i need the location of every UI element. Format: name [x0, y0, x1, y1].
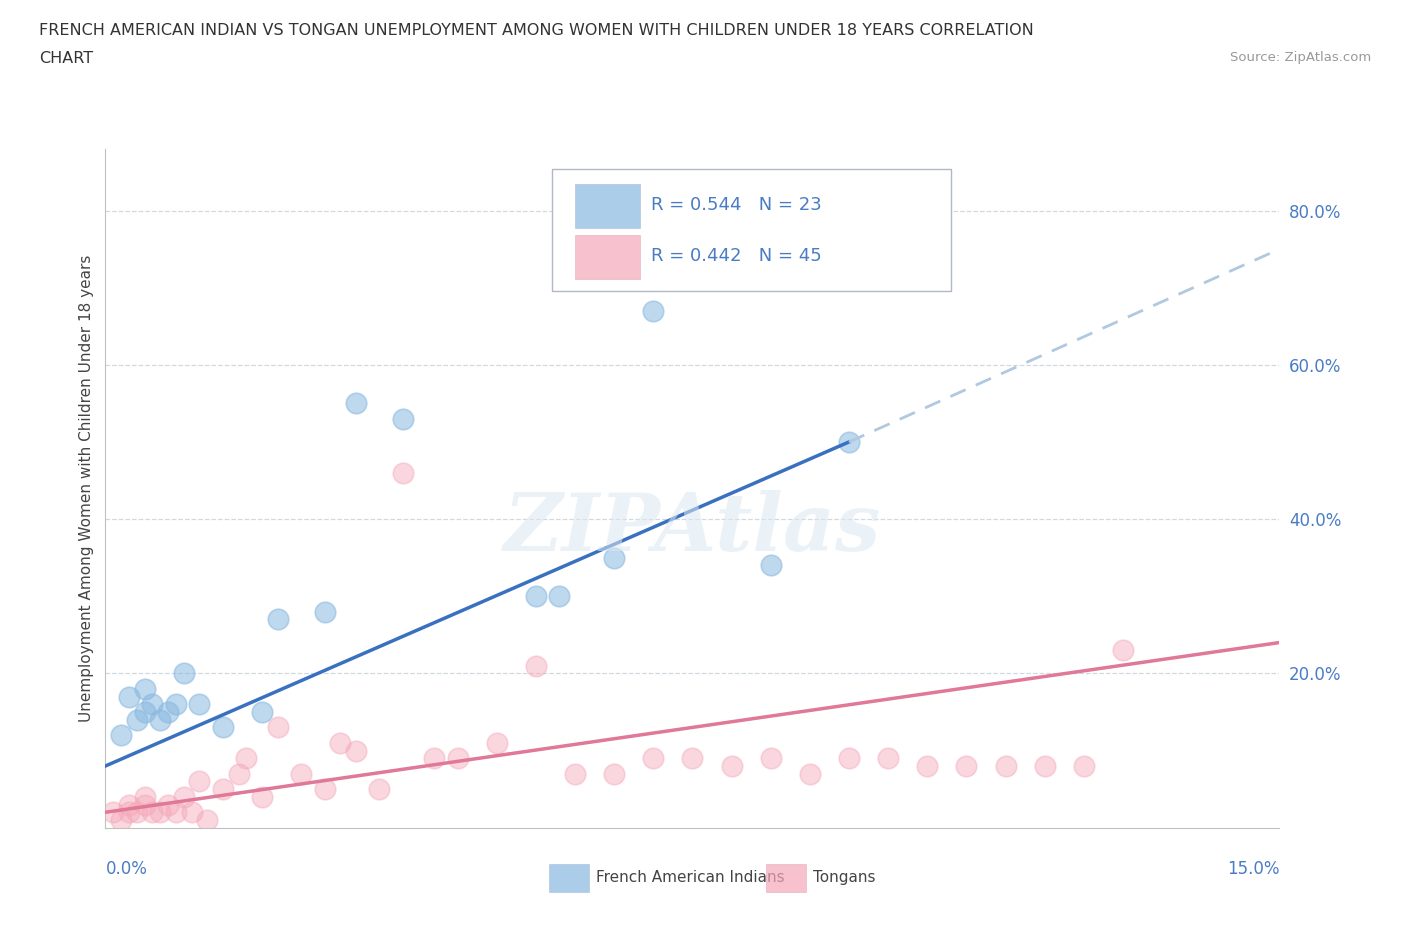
Point	[180, 804, 202, 819]
Point	[799, 766, 821, 781]
Point	[564, 766, 586, 781]
Y-axis label: Unemployment Among Women with Children Under 18 years: Unemployment Among Women with Children U…	[79, 255, 94, 722]
Point	[266, 720, 288, 735]
Point	[548, 589, 571, 604]
Point	[643, 303, 665, 318]
FancyBboxPatch shape	[575, 184, 640, 228]
Point	[344, 396, 367, 411]
Point	[118, 804, 141, 819]
Point	[681, 751, 703, 765]
Point	[266, 612, 288, 627]
Point	[446, 751, 468, 765]
Point	[994, 759, 1017, 774]
Text: Source: ZipAtlas.com: Source: ZipAtlas.com	[1230, 51, 1371, 64]
Point	[1033, 759, 1056, 774]
Point	[838, 434, 860, 449]
Text: 15.0%: 15.0%	[1227, 860, 1279, 878]
Point	[759, 751, 782, 765]
Point	[250, 790, 273, 804]
Point	[188, 774, 211, 789]
Point	[110, 727, 132, 742]
Point	[141, 697, 163, 711]
Point	[392, 411, 415, 426]
Point	[314, 782, 336, 797]
Text: Tongans: Tongans	[814, 870, 876, 884]
Point	[173, 790, 195, 804]
Point	[1112, 643, 1135, 658]
Point	[485, 736, 508, 751]
Point	[157, 797, 180, 812]
Text: French American Indians: French American Indians	[596, 870, 785, 884]
Point	[235, 751, 257, 765]
Point	[603, 766, 626, 781]
Point	[838, 751, 860, 765]
Point	[173, 666, 195, 681]
Point	[134, 705, 156, 720]
Point	[134, 797, 156, 812]
Point	[141, 804, 163, 819]
Point	[103, 804, 125, 819]
FancyBboxPatch shape	[766, 864, 806, 892]
Point	[110, 813, 132, 828]
FancyBboxPatch shape	[551, 169, 950, 291]
Point	[165, 697, 187, 711]
Point	[720, 759, 742, 774]
Point	[188, 697, 211, 711]
Text: CHART: CHART	[39, 51, 93, 66]
Point	[228, 766, 250, 781]
Point	[524, 658, 547, 673]
Point	[314, 604, 336, 619]
FancyBboxPatch shape	[550, 864, 589, 892]
Point	[149, 712, 172, 727]
Point	[423, 751, 446, 765]
Text: FRENCH AMERICAN INDIAN VS TONGAN UNEMPLOYMENT AMONG WOMEN WITH CHILDREN UNDER 18: FRENCH AMERICAN INDIAN VS TONGAN UNEMPLO…	[39, 23, 1035, 38]
Point	[368, 782, 391, 797]
Point	[157, 705, 180, 720]
Point	[915, 759, 938, 774]
Text: 0.0%: 0.0%	[105, 860, 148, 878]
Point	[603, 551, 626, 565]
Point	[118, 689, 141, 704]
Point	[165, 804, 187, 819]
Point	[211, 720, 233, 735]
Point	[125, 804, 148, 819]
Point	[759, 558, 782, 573]
Point	[643, 751, 665, 765]
Point	[1073, 759, 1095, 774]
Point	[250, 705, 273, 720]
Point	[290, 766, 312, 781]
Point	[329, 736, 352, 751]
Text: R = 0.544   N = 23: R = 0.544 N = 23	[651, 196, 823, 214]
Point	[134, 682, 156, 697]
Point	[524, 589, 547, 604]
Point	[134, 790, 156, 804]
Point	[125, 712, 148, 727]
Point	[877, 751, 900, 765]
Point	[211, 782, 233, 797]
Point	[344, 743, 367, 758]
Point	[955, 759, 977, 774]
Point	[149, 804, 172, 819]
Text: ZIPAtlas: ZIPAtlas	[503, 490, 882, 567]
Point	[392, 465, 415, 480]
Text: R = 0.442   N = 45: R = 0.442 N = 45	[651, 247, 823, 265]
Point	[195, 813, 218, 828]
Point	[118, 797, 141, 812]
FancyBboxPatch shape	[575, 235, 640, 279]
